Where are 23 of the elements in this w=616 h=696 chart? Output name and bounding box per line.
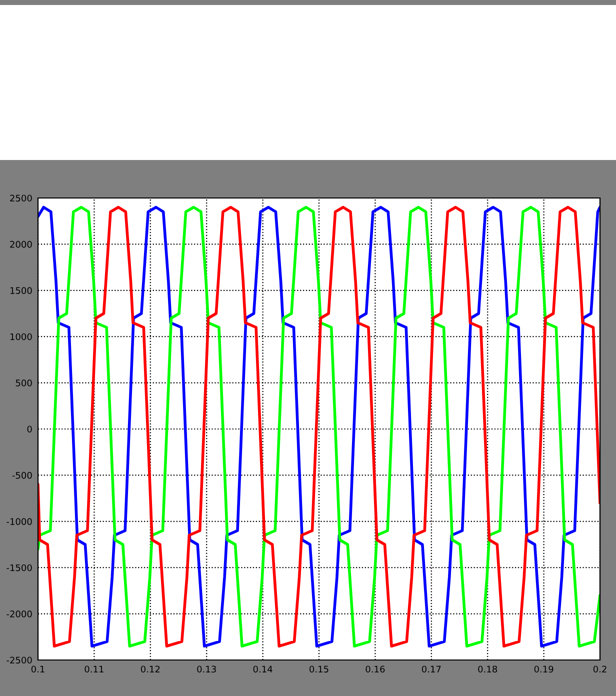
x-tick-label: 0.11 [84, 666, 104, 673]
x-tick-label: 0.17 [422, 666, 441, 673]
x-tick-label: 0.16 [366, 666, 385, 673]
x-tick-label: 0.13 [197, 666, 216, 673]
y-tick-label: -1000 [6, 518, 32, 525]
y-tick-label: 1000 [10, 333, 32, 340]
y-tick-label: 2000 [10, 240, 32, 248]
y-tick-label: 2500 [10, 194, 32, 202]
x-tick-label: 0.2 [593, 666, 606, 673]
x-tick-label: 0.12 [140, 666, 160, 673]
y-tick-label: 0 [27, 426, 32, 433]
y-tick-label: 500 [16, 380, 32, 386]
y-tick-label: -1500 [6, 564, 32, 572]
x-tick-label: 0.18 [478, 666, 498, 673]
y-tick-label: -500 [12, 472, 32, 479]
x-tick-label: 0.14 [253, 666, 272, 673]
x-tick-label: 0.15 [310, 666, 328, 673]
y-tick-label: 1500 [10, 287, 32, 294]
y-tick-label: -2500 [6, 656, 32, 664]
y-tick-label: -2000 [6, 610, 32, 618]
line-series [38, 206, 600, 648]
x-tick-label: 0.19 [534, 666, 554, 673]
x-tick-label: 0.1 [31, 666, 44, 673]
